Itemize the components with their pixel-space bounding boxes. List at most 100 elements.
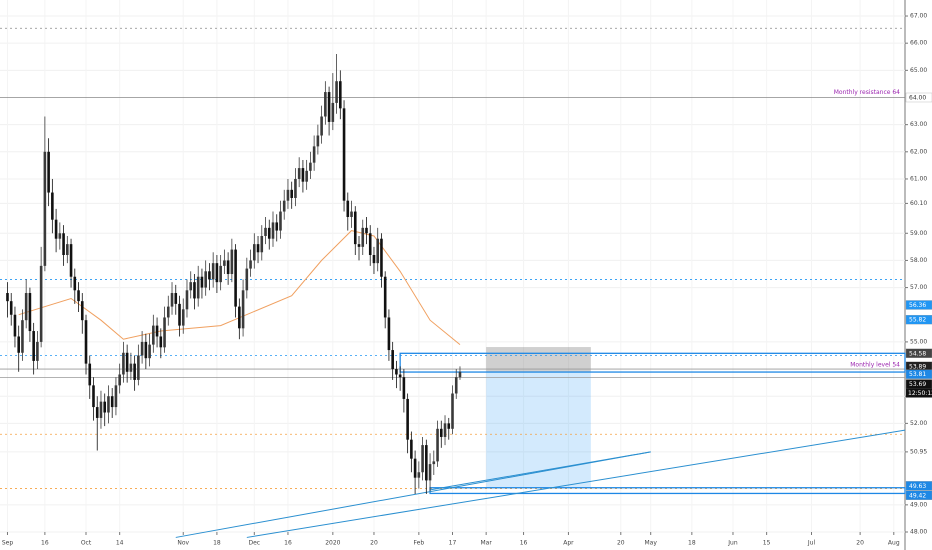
candle-body bbox=[226, 260, 230, 275]
x-tick-label: Jun bbox=[727, 540, 738, 547]
annotation: Monthly level 54 bbox=[850, 362, 900, 369]
candle-body bbox=[43, 151, 47, 266]
trend-line bbox=[246, 429, 906, 538]
candle-body bbox=[241, 290, 245, 329]
candle-body bbox=[99, 401, 103, 418]
x-tick-label: 20 bbox=[856, 540, 864, 547]
candle-body bbox=[178, 303, 181, 326]
price-label: 49.42 bbox=[909, 492, 926, 499]
candle-body bbox=[223, 260, 226, 266]
candle-body bbox=[185, 290, 189, 310]
candle-body bbox=[51, 192, 54, 220]
candle-body bbox=[148, 344, 151, 359]
x-tick-label: Sep bbox=[2, 540, 14, 547]
candle-body bbox=[152, 325, 155, 345]
candle-body bbox=[24, 293, 28, 321]
candle-body bbox=[189, 282, 193, 291]
candle-body bbox=[125, 352, 129, 372]
candle-body bbox=[159, 336, 163, 348]
x-tick-label: 16 bbox=[41, 540, 49, 547]
candle-body bbox=[163, 317, 166, 348]
candle-body bbox=[357, 244, 361, 247]
price-label-box bbox=[905, 481, 932, 491]
candle-body bbox=[425, 445, 428, 481]
candle-body bbox=[21, 320, 24, 353]
candle-body bbox=[238, 306, 241, 329]
candle-body bbox=[103, 401, 107, 413]
candle-body bbox=[256, 244, 260, 253]
y-tick-label: 57.00 bbox=[910, 284, 927, 291]
y-tick-label: 66.00 bbox=[910, 40, 927, 47]
x-tick-label: Dec bbox=[248, 540, 260, 547]
y-tick-label: 60.10 bbox=[910, 200, 927, 207]
candle-body bbox=[54, 219, 58, 239]
x-tick-label: Nov bbox=[177, 540, 189, 547]
price-label: 56.36 bbox=[909, 302, 926, 309]
x-tick-label: 16 bbox=[520, 540, 528, 547]
x-tick-label: 20 bbox=[370, 540, 378, 547]
candle-body bbox=[155, 325, 159, 337]
candle-body bbox=[387, 317, 391, 351]
candle-body bbox=[17, 336, 20, 353]
candle-body bbox=[204, 271, 207, 288]
y-tick-label: 52.00 bbox=[910, 420, 927, 427]
candle-body bbox=[69, 244, 73, 277]
position-risk bbox=[486, 347, 591, 373]
candle-body bbox=[77, 290, 80, 302]
x-tick-label: May bbox=[644, 540, 657, 547]
countdown-box bbox=[906, 388, 932, 398]
candle-body bbox=[286, 189, 290, 201]
candle-body bbox=[294, 178, 297, 198]
candle-body bbox=[13, 314, 17, 337]
x-tick-label: 14 bbox=[116, 540, 124, 547]
candle-body bbox=[47, 151, 50, 193]
candle-body bbox=[137, 355, 140, 380]
candle-body bbox=[376, 238, 380, 264]
candle-body bbox=[230, 249, 234, 275]
trend-line bbox=[175, 451, 651, 538]
candle-body bbox=[372, 255, 376, 264]
candle-body bbox=[245, 268, 249, 291]
candle-body bbox=[196, 276, 200, 299]
candle-body bbox=[73, 276, 77, 291]
candle-body bbox=[271, 222, 275, 239]
price-label: 53.89 bbox=[909, 363, 926, 370]
candle-body bbox=[211, 263, 215, 280]
price-label: 49.63 bbox=[909, 483, 926, 490]
candle-body bbox=[252, 244, 256, 261]
candle-body bbox=[454, 377, 458, 394]
candle-body bbox=[443, 423, 447, 437]
candle-body bbox=[320, 116, 323, 136]
candle-body bbox=[200, 276, 204, 288]
price-label-box bbox=[905, 369, 932, 379]
candle-body bbox=[421, 445, 424, 473]
price-label-box bbox=[905, 490, 932, 500]
candle-body bbox=[234, 249, 237, 307]
price-label: 64.00 bbox=[909, 94, 926, 101]
price-label-box bbox=[905, 314, 932, 325]
candle-body bbox=[398, 374, 402, 378]
candle-body bbox=[114, 385, 118, 408]
candle-body bbox=[368, 233, 372, 256]
candle-body bbox=[309, 162, 312, 171]
candle-body bbox=[410, 439, 413, 459]
candle-body bbox=[110, 396, 114, 408]
candle-body bbox=[350, 211, 353, 217]
candle-body bbox=[339, 81, 342, 109]
candle-body bbox=[28, 293, 32, 332]
candle-body bbox=[279, 211, 282, 231]
y-tick-label: 50.95 bbox=[910, 448, 927, 455]
candle-body bbox=[432, 461, 436, 465]
candle-body bbox=[282, 200, 286, 212]
candle-body bbox=[383, 276, 387, 318]
candle-body bbox=[327, 92, 331, 122]
x-tick-label: 17 bbox=[449, 540, 457, 547]
candle-body bbox=[305, 170, 308, 182]
countdown: 12:50:12 bbox=[908, 390, 932, 397]
candle-body bbox=[439, 428, 443, 437]
candle-body bbox=[107, 396, 110, 413]
x-tick-label: 18 bbox=[688, 540, 696, 547]
price-label: 54.58 bbox=[909, 350, 926, 357]
candle-body bbox=[32, 331, 35, 361]
